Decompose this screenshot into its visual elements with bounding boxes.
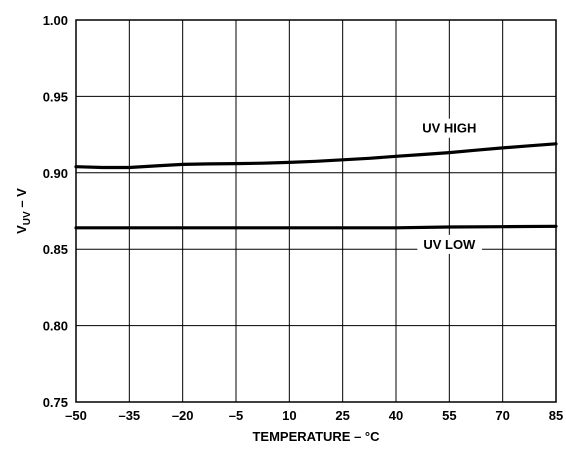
series-annotations: UV HIGH UV LOW xyxy=(416,118,483,254)
x-tick-label: 25 xyxy=(335,408,349,423)
x-tick-label: 40 xyxy=(389,408,403,423)
x-tick-label: 55 xyxy=(442,408,456,423)
y-tick-label: 0.85 xyxy=(43,242,68,257)
x-axis-title: TEMPERATURE – °C xyxy=(252,429,380,444)
label-background-uv-high xyxy=(416,118,483,138)
y-axis-title: VUV – V xyxy=(14,188,33,234)
series-label-uv-low: UV LOW xyxy=(423,237,476,252)
y-axis-title-main: V xyxy=(14,225,29,234)
x-tick-label: –35 xyxy=(118,408,140,423)
x-tick-label: –5 xyxy=(229,408,243,423)
x-tick-label: –20 xyxy=(172,408,194,423)
label-background-uv-low xyxy=(417,234,483,254)
x-tick-label: 10 xyxy=(282,408,296,423)
series-line-uv-high xyxy=(74,142,558,170)
grid xyxy=(76,20,556,402)
x-tick-labels: –50 –35 –20 –5 10 25 40 55 70 85 xyxy=(65,408,563,423)
x-tick-label: 70 xyxy=(495,408,509,423)
y-tick-label: 0.95 xyxy=(43,89,68,104)
x-tick-label: 85 xyxy=(549,408,563,423)
y-tick-label: 0.75 xyxy=(43,395,68,410)
plot-frame xyxy=(75,19,557,403)
y-tick-labels: 0.75 0.80 0.85 0.90 0.95 1.00 xyxy=(43,13,68,410)
y-tick-label: 0.90 xyxy=(43,166,68,181)
series-lines xyxy=(74,142,558,230)
y-axis-title-suffix: – V xyxy=(14,188,29,211)
y-tick-label: 0.80 xyxy=(43,319,68,334)
series-label-uv-high: UV HIGH xyxy=(422,121,476,136)
x-tick-label: –50 xyxy=(65,408,87,423)
series-line-uv-low xyxy=(74,224,558,230)
y-axis-title-subscript: UV xyxy=(22,211,33,225)
y-tick-label: 1.00 xyxy=(43,13,68,28)
